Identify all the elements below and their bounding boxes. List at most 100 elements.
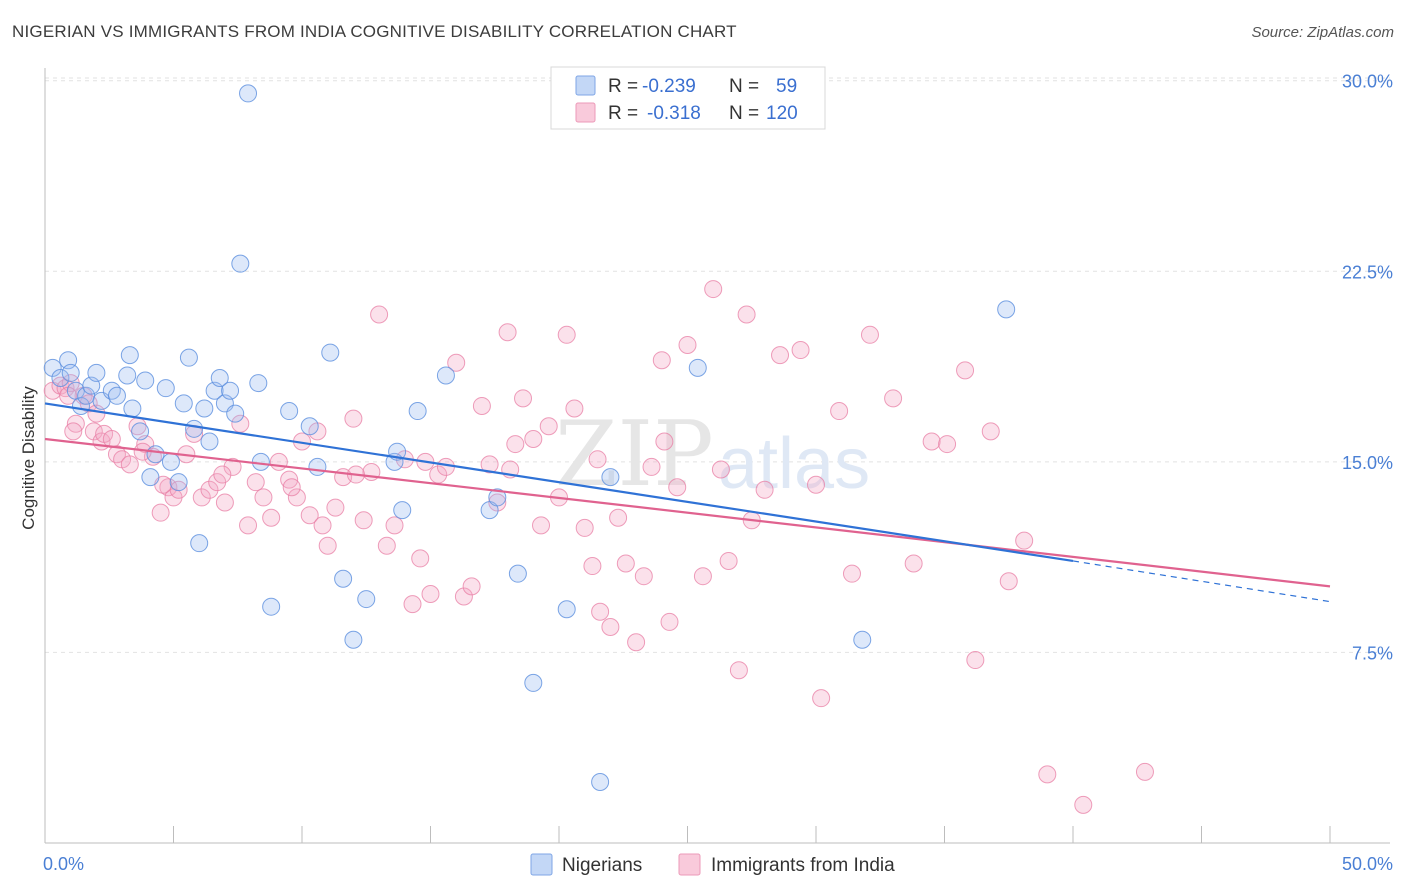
nigerian-point — [174, 394, 193, 413]
india-point — [966, 651, 985, 670]
india-point — [588, 450, 607, 469]
india-point — [514, 389, 533, 408]
india-point — [583, 557, 602, 576]
nigerian-point — [156, 379, 175, 398]
india-point — [807, 475, 825, 494]
india-point — [454, 587, 473, 606]
india-point — [480, 455, 499, 474]
india-point — [830, 402, 849, 421]
nigerian-point — [87, 363, 106, 382]
nigerian-point — [185, 419, 204, 438]
nigerian-point — [190, 534, 209, 553]
india-point — [668, 478, 687, 497]
india-point — [506, 435, 525, 454]
nigerian-point — [179, 348, 198, 367]
nigerian-trend-line — [44, 402, 1074, 563]
nigerian-point — [321, 343, 340, 362]
india-point — [344, 409, 363, 428]
nigerian-point — [601, 468, 620, 487]
india-point — [904, 554, 923, 573]
legend-r-label-2: R = — [608, 103, 638, 124]
legend-series-india: Immigrants from India — [711, 855, 895, 876]
india-point — [498, 323, 517, 342]
series-nigerians-points — [43, 84, 1016, 792]
y-tick-labels: 7.5% 15.0% 22.5% 30.0% — [1342, 72, 1393, 664]
nigerian-point — [200, 432, 219, 451]
chart-source: Source: ZipAtlas.com — [1251, 24, 1394, 41]
india-point — [652, 351, 671, 370]
nigerian-point — [280, 402, 299, 421]
nigerian-point — [118, 366, 137, 385]
india-point — [791, 341, 810, 360]
nigerian-point — [591, 773, 610, 792]
nigerian-point — [239, 84, 258, 103]
nigerian-point — [334, 569, 353, 588]
india-point — [678, 335, 697, 354]
watermark-atlas: atlas — [718, 424, 870, 504]
india-point — [704, 280, 723, 299]
india-point — [254, 488, 273, 507]
nigerian-point — [141, 468, 160, 487]
grid-lines — [45, 77, 1390, 653]
nigerian-point — [169, 473, 188, 492]
india-point — [601, 618, 620, 637]
india-point — [591, 602, 610, 621]
y-axis-title: Cognitive Disability — [19, 386, 38, 530]
india-point — [771, 346, 790, 365]
india-point — [269, 452, 288, 471]
legend-n-value-1: 59 — [776, 76, 797, 97]
chart-title: NIGERIAN VS IMMIGRANTS FROM INDIA COGNIT… — [12, 22, 737, 41]
india-point — [421, 584, 440, 603]
india-point — [300, 506, 319, 525]
nigerian-point — [249, 374, 268, 393]
nigerian-point — [436, 366, 455, 385]
india-point — [1015, 531, 1034, 550]
legend-series-swatch-nigerians — [530, 853, 553, 876]
india-point — [411, 549, 430, 568]
x-tick-label-max: 50.0% — [1342, 854, 1393, 874]
india-point — [403, 595, 422, 614]
india-point — [938, 435, 957, 454]
india-point — [151, 503, 170, 522]
india-point — [223, 457, 242, 476]
india-point — [616, 554, 635, 573]
india-trend-line — [44, 437, 1331, 588]
india-point — [200, 480, 219, 499]
india-point — [729, 661, 748, 680]
nigerian-point — [161, 452, 180, 471]
nigerian-point — [226, 404, 245, 423]
india-point — [447, 353, 466, 372]
watermark-zip: ZIP — [555, 402, 714, 507]
legend-swatch-blue — [575, 75, 596, 96]
india-point — [812, 689, 831, 708]
nigerian-point — [688, 358, 707, 377]
nigerian-point — [102, 381, 121, 400]
legend-stats: R = -0.239 N = 59 R = -0.318 N = 120 — [550, 66, 826, 130]
india-point — [213, 465, 232, 484]
india-point — [575, 518, 594, 537]
india-point — [472, 396, 491, 415]
india-point — [539, 417, 558, 436]
nigerian-point — [107, 386, 126, 405]
india-point — [377, 536, 396, 555]
india-point — [354, 511, 373, 530]
nigerian-point — [146, 445, 165, 464]
india-point — [981, 422, 1000, 441]
india-point — [737, 305, 756, 324]
india-point — [719, 551, 738, 570]
y-tick-label: 7.5% — [1352, 643, 1393, 663]
series-india-points — [43, 280, 1154, 814]
india-point — [64, 422, 83, 441]
nigerian-point — [61, 363, 80, 382]
india-point — [326, 498, 345, 517]
india-point — [192, 488, 211, 507]
india-point — [488, 493, 507, 512]
legend-r-label-1: R = — [608, 76, 638, 97]
india-point — [842, 564, 861, 583]
india-point — [655, 432, 674, 451]
india-point — [159, 478, 178, 497]
nigerian-point — [131, 422, 150, 441]
nigerian-point — [136, 371, 155, 390]
nigerian-point — [557, 600, 576, 619]
india-point — [922, 432, 941, 451]
